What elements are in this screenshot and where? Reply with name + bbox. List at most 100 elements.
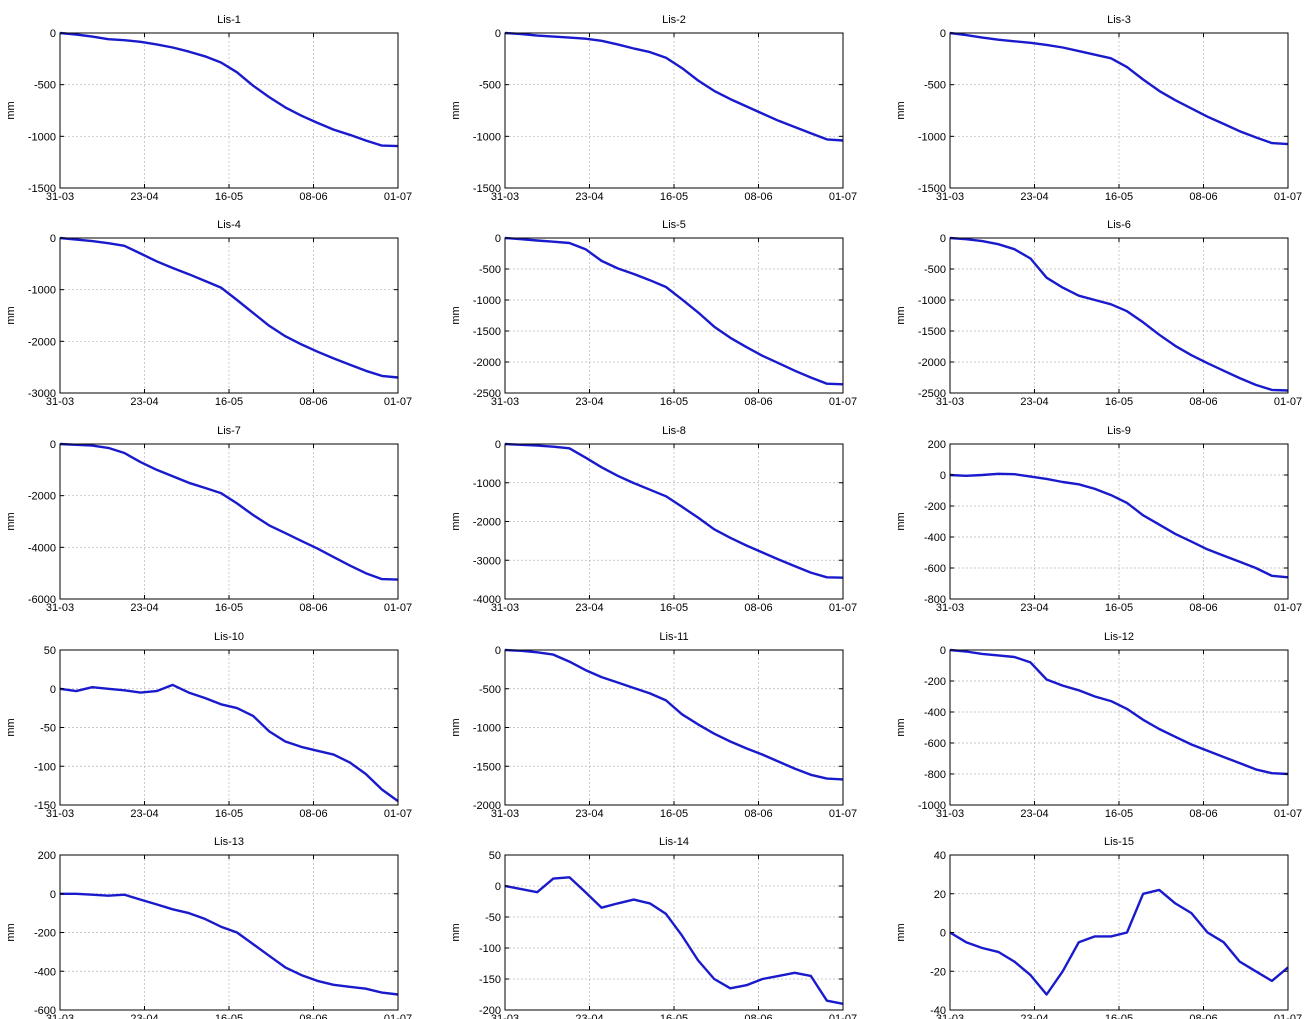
y-tick-label: -200 <box>924 676 946 688</box>
y-tick-label: 0 <box>940 233 946 245</box>
chart-title: Lis-7 <box>217 425 241 437</box>
y-tick-label: -600 <box>34 1005 56 1017</box>
y-axis-label: mm <box>895 923 907 941</box>
x-tick-label: 08-06 <box>299 808 327 820</box>
y-tick-label: 0 <box>495 233 501 245</box>
y-tick-label: -1500 <box>473 761 501 773</box>
y-tick-label: -1500 <box>918 326 946 338</box>
y-tick-label: -1000 <box>918 131 946 143</box>
y-tick-label: 0 <box>495 645 501 657</box>
y-tick-label: -1500 <box>918 183 946 195</box>
y-axis-label: mm <box>895 512 907 530</box>
y-axis-label: mm <box>895 306 907 324</box>
chart-panel: 31-03 23-04 16-05 08-06 01-07 200 0 -200 -400 -60… <box>895 425 1302 614</box>
x-tick-label: 31-03 <box>46 396 74 408</box>
x-tick-label: 01-07 <box>1274 396 1302 408</box>
x-tick-label: 16-05 <box>660 808 688 820</box>
series-line <box>949 472 1289 579</box>
y-tick-label: -150 <box>34 800 56 812</box>
y-tick-label: -50 <box>485 912 501 924</box>
y-tick-label: -200 <box>34 928 56 940</box>
x-tick-label: 01-07 <box>384 602 412 614</box>
y-axis-label: mm <box>5 512 17 530</box>
chart-title: Lis-4 <box>217 219 241 231</box>
x-tick-label: 01-07 <box>1274 191 1302 203</box>
y-axis-label: mm <box>5 923 17 941</box>
x-tick-label: 23-04 <box>130 396 158 408</box>
y-tick-label: -600 <box>924 563 946 575</box>
x-tick-label: 16-05 <box>660 602 688 614</box>
chart-panel: 31-03 23-04 16-05 08-06 01-07 0 -200 -400 -600 -8… <box>895 631 1302 820</box>
y-tick-label: 0 <box>495 28 501 40</box>
x-tick-label: 01-07 <box>829 1013 857 1019</box>
y-tick-label: -4000 <box>473 594 501 606</box>
chart-title: Lis-2 <box>662 14 686 26</box>
x-tick-label: 08-06 <box>744 191 772 203</box>
y-tick-label: 0 <box>50 28 56 40</box>
y-tick-label: -2500 <box>918 388 946 400</box>
y-axis-label: mm <box>450 101 462 119</box>
x-tick-label: 23-04 <box>1020 602 1048 614</box>
x-tick-label: 31-03 <box>491 602 519 614</box>
y-tick-label: -500 <box>479 264 501 276</box>
series-line <box>949 236 1289 392</box>
series-line <box>59 31 399 148</box>
x-tick-label: 23-04 <box>130 191 158 203</box>
y-tick-label: -2000 <box>28 491 56 503</box>
x-tick-label: 08-06 <box>744 1013 772 1019</box>
y-tick-label: -3000 <box>28 388 56 400</box>
x-tick-label: 23-04 <box>575 602 603 614</box>
chart-panel: 31-03 23-04 16-05 08-06 01-07 0 -2000 -4000 -600… <box>5 425 412 614</box>
x-tick-label: 08-06 <box>744 396 772 408</box>
y-tick-label: -4000 <box>28 542 56 554</box>
x-tick-label: 23-04 <box>130 808 158 820</box>
x-tick-label: 23-04 <box>130 602 158 614</box>
y-tick-label: 50 <box>44 645 56 657</box>
y-tick-label: -6000 <box>28 594 56 606</box>
x-tick-label: 23-04 <box>1020 396 1048 408</box>
x-tick-label: 01-07 <box>829 396 857 408</box>
y-tick-label: -2000 <box>918 357 946 369</box>
y-tick-label: 0 <box>50 233 56 245</box>
x-tick-label: 31-03 <box>936 808 964 820</box>
y-tick-label: 0 <box>940 470 946 482</box>
x-tick-label: 16-05 <box>1105 808 1133 820</box>
y-tick-label: -400 <box>34 966 56 978</box>
x-tick-label: 23-04 <box>575 191 603 203</box>
y-axis-label: mm <box>5 306 17 324</box>
x-tick-label: 16-05 <box>1105 396 1133 408</box>
chart-panel: 31-03 23-04 16-05 08-06 01-07 0 -500 -1000 -1500… <box>895 219 1302 408</box>
y-tick-label: -800 <box>924 594 946 606</box>
y-tick-label: 0 <box>940 28 946 40</box>
x-tick-label: 01-07 <box>384 1013 412 1019</box>
chart-panel: 31-03 23-04 16-05 08-06 01-07 0 -500 -1000 -1500… <box>450 14 857 203</box>
y-tick-label: -2000 <box>473 517 501 529</box>
y-tick-label: 50 <box>489 850 501 862</box>
y-tick-label: 0 <box>50 889 56 901</box>
y-axis-label: mm <box>450 306 462 324</box>
y-tick-label: -1000 <box>473 723 501 735</box>
chart-title: Lis-15 <box>1104 836 1134 848</box>
x-tick-label: 01-07 <box>829 808 857 820</box>
x-tick-label: 16-05 <box>660 191 688 203</box>
y-tick-label: -500 <box>924 80 946 92</box>
y-axis-label: mm <box>5 718 17 736</box>
chart-title: Lis-13 <box>214 836 244 848</box>
y-tick-label: -600 <box>924 738 946 750</box>
x-tick-label: 08-06 <box>744 808 772 820</box>
y-tick-label: -100 <box>479 943 501 955</box>
x-tick-label: 08-06 <box>299 396 327 408</box>
x-tick-label: 31-03 <box>491 191 519 203</box>
y-axis-label: mm <box>5 101 17 119</box>
chart-title: Lis-5 <box>662 219 686 231</box>
y-tick-label: -1000 <box>918 295 946 307</box>
chart-title: Lis-10 <box>214 631 244 643</box>
x-tick-label: 23-04 <box>575 1013 603 1019</box>
y-tick-label: -40 <box>930 1005 946 1017</box>
x-tick-label: 16-05 <box>660 1013 688 1019</box>
x-tick-label: 01-07 <box>384 396 412 408</box>
y-tick-label: -500 <box>34 80 56 92</box>
x-tick-label: 16-05 <box>660 396 688 408</box>
series-line <box>504 648 844 781</box>
x-tick-label: 08-06 <box>299 1013 327 1019</box>
